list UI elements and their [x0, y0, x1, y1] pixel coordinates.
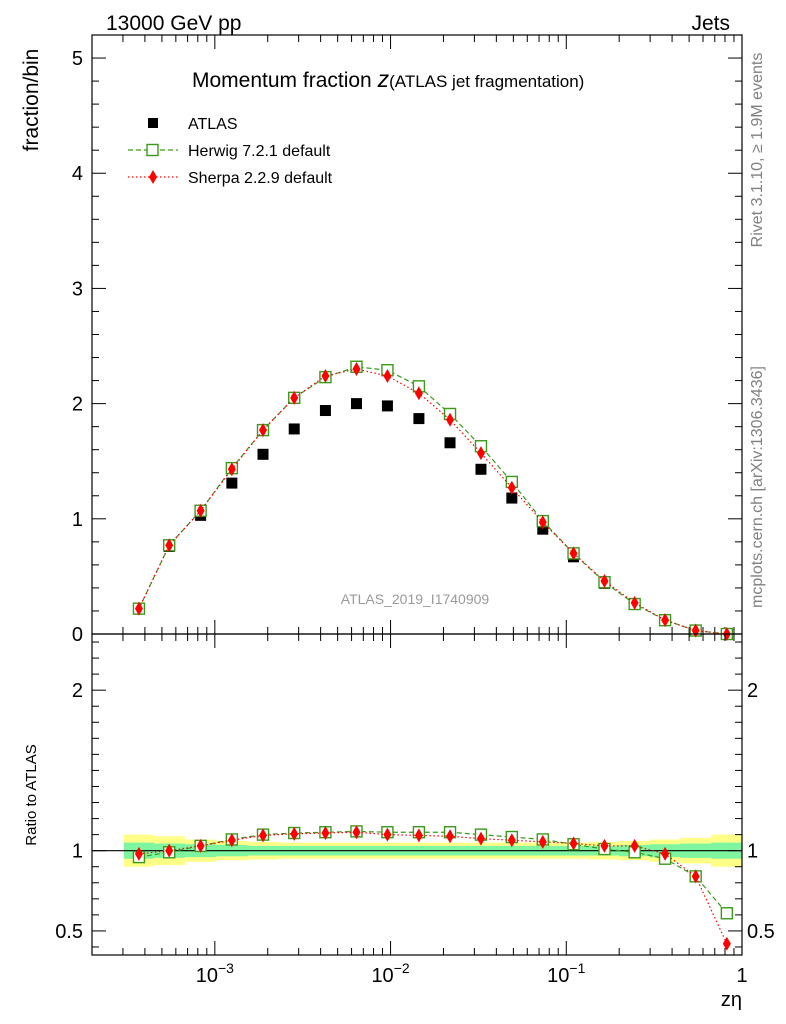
- legend-item-sherpa: Sherpa 2.2.9 default: [128, 170, 333, 187]
- legend: ATLAS Herwig 7.2.1 default Sherpa 2.2.9 …: [128, 116, 333, 187]
- sherpa-point: [134, 601, 143, 616]
- legend-herwig-marker: [146, 143, 159, 157]
- main-ylabel: fraction/bin: [20, 49, 43, 152]
- atlas-point: [319, 405, 331, 417]
- sherpa-ratio-point: [383, 827, 392, 842]
- main-title-text: Momentum fraction: [192, 69, 378, 92]
- sherpa-point: [414, 386, 423, 401]
- sherpa-point: [476, 446, 485, 461]
- legend-sherpa-label: Sherpa 2.2.9 default: [188, 170, 333, 187]
- sherpa-point: [165, 538, 174, 553]
- sherpa-ratio-point: [630, 838, 639, 853]
- ratio-ytick-label-left: 1: [72, 841, 83, 863]
- ratio-ytick-label-left: 2: [72, 680, 83, 702]
- main-ytick-label: 0: [72, 624, 83, 646]
- mcplots-label: mcplots.cern.ch [arXiv:1306.3436]: [749, 366, 766, 608]
- atlas-point: [506, 492, 518, 504]
- sherpa-ratio-point: [538, 834, 547, 849]
- atlas-point: [381, 400, 393, 412]
- atlas-point: [226, 477, 238, 489]
- xtick-label: 10−3: [196, 960, 234, 987]
- herwig-ratio-point: [720, 907, 734, 920]
- herwig-line: [138, 366, 727, 635]
- legend-sherpa-marker: [149, 170, 157, 184]
- main-title: Momentum fraction z(ATLAS jet fragmentat…: [192, 66, 584, 92]
- atlas-point: [350, 398, 362, 410]
- sherpa-point: [507, 480, 516, 495]
- sherpa-ratio-point: [321, 826, 330, 841]
- sherpa-point: [259, 423, 268, 438]
- sherpa-ratio-point: [446, 829, 455, 844]
- sherpa-ratio-point: [569, 836, 578, 851]
- header-left: 13000 GeV pp: [106, 12, 241, 35]
- ratio-ytick-label-right: 1: [747, 841, 758, 863]
- sherpa-ratio-point: [134, 846, 143, 861]
- sherpa-ratio-point: [600, 838, 609, 853]
- xtick-label: 10−2: [371, 960, 409, 987]
- main-ytick-label: 1: [72, 509, 83, 531]
- ratio-ytick-label-right: 0.5: [747, 921, 775, 943]
- xtick-label: 1: [736, 965, 747, 987]
- sherpa-point: [321, 368, 330, 383]
- atlas-point: [475, 463, 487, 475]
- ratio-ytick-label-left: 0.5: [55, 921, 83, 943]
- atlas-point: [288, 423, 300, 435]
- sherpa-line: [138, 368, 727, 635]
- sherpa-ratio-line: [138, 831, 728, 945]
- ratio-xlabel: zη: [721, 989, 742, 1011]
- legend-atlas-label: ATLAS: [188, 116, 238, 133]
- main-title-z: z: [377, 66, 390, 92]
- main-panel: 0 1 2 3 4 5 Momentum fraction z(ATLAS jet fra…: [20, 34, 743, 646]
- sherpa-point: [538, 515, 547, 530]
- sherpa-ratio-point: [661, 846, 670, 861]
- sherpa-ratio-point: [165, 843, 174, 858]
- sherpa-point: [196, 503, 205, 518]
- xtick-label: 10−1: [547, 960, 585, 987]
- main-axis-ticks: 0 1 2 3 4 5: [72, 34, 742, 646]
- sherpa-point: [227, 462, 236, 477]
- sherpa-point: [352, 362, 361, 377]
- analysis-watermark: ATLAS_2019_I1740909: [341, 591, 490, 607]
- header-right: Jets: [691, 12, 730, 35]
- ratio-ylabel: Ratio to ATLAS: [23, 744, 40, 845]
- main-title-paren: (ATLAS jet fragmentation): [389, 72, 584, 91]
- atlas-point: [444, 437, 456, 449]
- sherpa-point: [446, 412, 455, 427]
- sherpa-ratio-point: [691, 869, 700, 884]
- ratio-series-layer: [132, 825, 734, 951]
- sherpa-point: [630, 595, 639, 610]
- sherpa-ratio-point: [722, 936, 731, 951]
- ratio-panel: 0.5 0.51 12 210−3 10−2 10−1 1 Ratio to ATLAS z…: [23, 633, 775, 1011]
- main-ytick-label: 3: [72, 278, 83, 300]
- sherpa-ratio-point: [259, 828, 268, 843]
- legend-item-atlas: ATLAS: [148, 116, 238, 133]
- main-ytick-label: 4: [72, 163, 83, 185]
- ratio-frame: [91, 633, 743, 956]
- main-ytick-label: 2: [72, 394, 83, 416]
- sherpa-point: [661, 613, 670, 628]
- sherpa-ratio-point: [352, 825, 361, 840]
- sherpa-point: [383, 368, 392, 383]
- sherpa-ratio-point: [290, 826, 299, 841]
- rivet-label: Rivet 3.1.10, ≥ 1.9M events: [749, 53, 766, 248]
- ratio-axis-ticks: 0.5 0.51 12 210−3 10−2 10−1 1: [55, 634, 775, 987]
- ratio-ytick-label-right: 2: [747, 680, 758, 702]
- sherpa-ratio-point: [476, 831, 485, 846]
- sherpa-point: [569, 546, 578, 561]
- sherpa-point: [600, 574, 609, 589]
- atlas-point: [257, 448, 269, 460]
- sherpa-ratio-point: [507, 833, 516, 848]
- sherpa-point: [290, 390, 299, 405]
- legend-herwig-label: Herwig 7.2.1 default: [188, 143, 331, 160]
- sherpa-ratio-point: [196, 838, 205, 853]
- sherpa-ratio-point: [227, 833, 236, 848]
- sherpa-ratio-point: [414, 828, 423, 843]
- legend-item-herwig: Herwig 7.2.1 default: [128, 143, 331, 160]
- legend-atlas-marker: [148, 118, 158, 128]
- atlas-point: [413, 413, 425, 425]
- main-ytick-label: 5: [72, 48, 83, 70]
